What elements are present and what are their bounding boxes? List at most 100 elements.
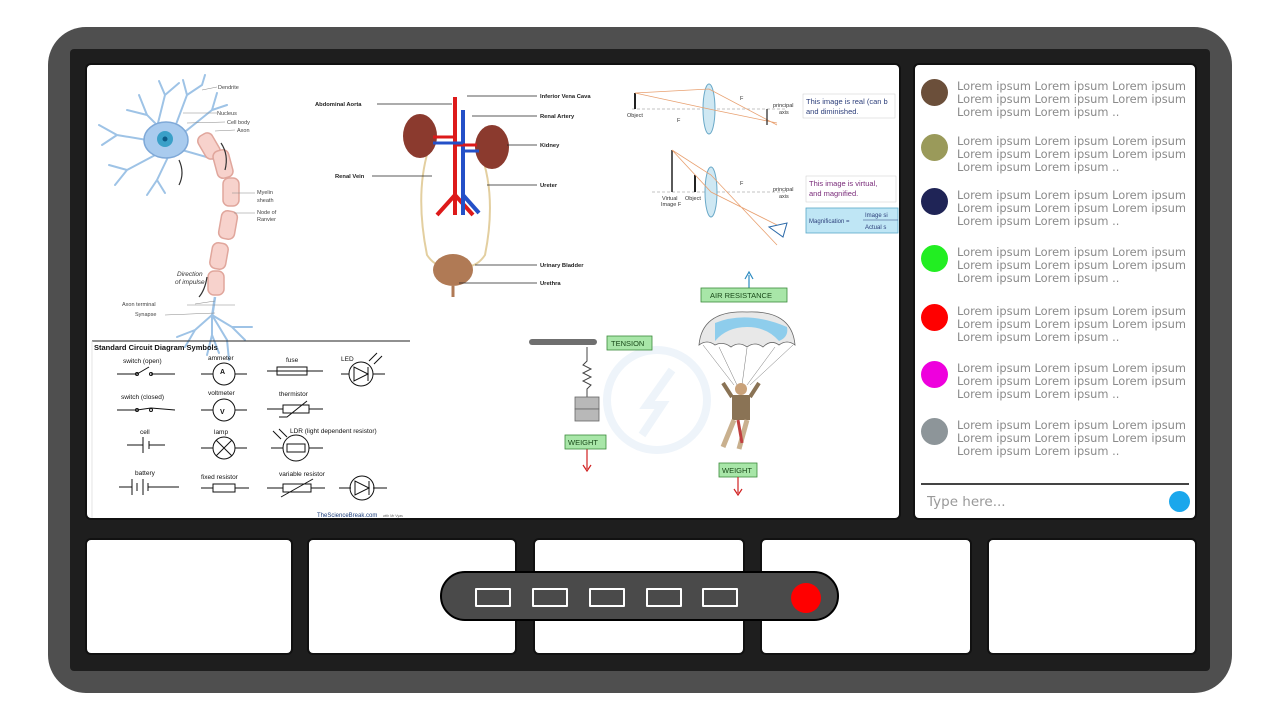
- neuron-label-myelin: Myelin: [257, 190, 273, 196]
- avatar[interactable]: [921, 79, 948, 106]
- avatar[interactable]: [921, 418, 948, 445]
- ammeter-letter-a: A: [220, 369, 225, 376]
- circuit-symbols-diagram: Standard Circuit Diagram Symbols: [91, 340, 410, 519]
- circuit-label-lamp: lamp: [214, 429, 228, 436]
- control-button-5[interactable]: [702, 588, 738, 607]
- circuit-credit-small: with Mr Vyas: [383, 514, 403, 518]
- lens-note-virtual-2: and magnified.: [809, 189, 858, 198]
- lens-label-image-f: Image F: [661, 202, 682, 208]
- lens-label-f2: F: [740, 96, 744, 102]
- chat-message-text: Lorem ipsum Lorem ipsum Lorem ipsum Lore…: [957, 79, 1186, 119]
- kidney-label-urinary-bladder: Urinary Bladder: [540, 263, 584, 269]
- avatar[interactable]: [921, 134, 948, 161]
- neuron-label-axon: Axon: [237, 128, 250, 134]
- chat-message: Lorem ipsum Lorem ipsum Lorem ipsum Lore…: [921, 126, 1193, 174]
- forces-diagram: TENSION WEIGHT AIR RESISTANCE WEIGHT: [529, 270, 796, 497]
- lens-label-object-top: Object: [627, 113, 643, 119]
- lens-label-axis-2: axis: [779, 194, 789, 200]
- chat-message-text: Lorem ipsum Lorem ipsum Lorem ipsum Lore…: [957, 188, 1186, 228]
- kidney-label-ureter: Ureter: [540, 183, 558, 189]
- kidney-label-abdominal-aorta: Abdominal Aorta: [315, 102, 362, 108]
- chat-message: Lorem ipsum Lorem ipsum Lorem ipsum Lore…: [921, 410, 1193, 458]
- chat-message-text: Lorem ipsum Lorem ipsum Lorem ipsum Lore…: [957, 361, 1186, 401]
- lens-label-f1: F: [677, 118, 681, 124]
- chat-message: Lorem ipsum Lorem ipsum Lorem ipsum Lore…: [921, 71, 1193, 119]
- avatar[interactable]: [921, 304, 948, 331]
- neuron-label-axon-terminal: Axon terminal: [122, 302, 156, 308]
- chat-input[interactable]: [925, 489, 1155, 515]
- lens-label-object-bottom: Object: [685, 196, 701, 202]
- neuron-label-of-impulse: of impulse: [175, 279, 205, 286]
- lens-note-real-2: and diminished.: [806, 107, 859, 116]
- chat-message-text: Lorem ipsum Lorem ipsum Lorem ipsum Lore…: [957, 134, 1186, 174]
- chat-message-text: Lorem ipsum Lorem ipsum Lorem ipsum Lore…: [957, 245, 1186, 285]
- chat-message: Lorem ipsum Lorem ipsum Lorem ipsum Lore…: [921, 353, 1193, 401]
- control-button-3[interactable]: [589, 588, 625, 607]
- chat-message: Lorem ipsum Lorem ipsum Lorem ipsum Lore…: [921, 237, 1193, 285]
- circuit-title: Standard Circuit Diagram Symbols: [94, 343, 218, 352]
- record-button[interactable]: [791, 583, 821, 613]
- lens-label-axis-1: axis: [779, 110, 789, 116]
- avatar[interactable]: [921, 361, 948, 388]
- send-button[interactable]: [1169, 491, 1190, 512]
- neuron-label-sheath: sheath: [257, 198, 274, 204]
- participant-tile[interactable]: [987, 538, 1197, 655]
- kidney-label-renal-artery: Renal Artery: [540, 114, 575, 120]
- circuit-label-fuse: fuse: [286, 357, 299, 364]
- lens-note-real-1: This image is real (can b: [806, 97, 888, 106]
- circuit-label-led: LED: [341, 356, 354, 363]
- kidney-label-inferior-vena-cava: Inferior Vena Cava: [540, 94, 591, 100]
- force-label-weight-right: WEIGHT: [722, 466, 752, 475]
- neuron-label-ranvier: Ranvier: [257, 217, 276, 223]
- kidney-diagram: Abdominal Aorta Inferior Vena Cava Renal…: [315, 94, 591, 297]
- control-button-1[interactable]: [475, 588, 511, 607]
- chat-message-text: Lorem ipsum Lorem ipsum Lorem ipsum Lore…: [957, 304, 1186, 344]
- circuit-label-switch-closed: switch (closed): [121, 394, 164, 401]
- circuit-label-battery: battery: [135, 470, 156, 477]
- avatar[interactable]: [921, 245, 948, 272]
- neuron-label-cell-body: Cell body: [227, 120, 250, 126]
- circuit-credit: TheScienceBreak.com: [317, 513, 377, 519]
- neuron-label-node-of: Node of: [257, 210, 277, 216]
- chat-message: Lorem ipsum Lorem ipsum Lorem ipsum Lore…: [921, 296, 1193, 344]
- circuit-label-cell: cell: [140, 429, 150, 436]
- participant-tile[interactable]: [85, 538, 293, 655]
- circuit-label-variable-resistor: variable resistor: [279, 471, 326, 478]
- circuit-label-thermistor: thermistor: [279, 391, 309, 398]
- lens-label-f3: F: [740, 181, 744, 187]
- circuit-label-ammeter: ammeter: [208, 355, 234, 362]
- lens-diagram: Object F F principal axis This image is …: [627, 83, 899, 246]
- whiteboard-canvas: Dendrite Nucleus Cell body Axon Myelin s…: [91, 74, 899, 519]
- control-bar: [440, 571, 839, 621]
- lens-image-size: Image si: [865, 213, 888, 219]
- force-label-air-resistance: AIR RESISTANCE: [710, 291, 772, 300]
- chat-panel: Lorem ipsum Lorem ipsum Lorem ipsum Lore…: [913, 63, 1197, 520]
- lens-actual-size: Actual s: [865, 225, 886, 231]
- lens-label-virtual: Virtual: [662, 196, 678, 202]
- kidney-label-urethra: Urethra: [540, 281, 561, 287]
- lens-note-virtual-1: This image is virtual,: [809, 179, 877, 188]
- circuit-label-fixed-resistor: fixed resistor: [201, 474, 239, 481]
- lens-label-principal-2: principal: [773, 187, 793, 193]
- chat-message: Lorem ipsum Lorem ipsum Lorem ipsum Lore…: [921, 180, 1193, 228]
- neuron-diagram: Dendrite Nucleus Cell body Axon Myelin s…: [98, 74, 277, 361]
- chat-message-text: Lorem ipsum Lorem ipsum Lorem ipsum Lore…: [957, 418, 1186, 458]
- control-button-2[interactable]: [532, 588, 568, 607]
- avatar[interactable]: [921, 188, 948, 215]
- chat-input-divider: [921, 483, 1189, 485]
- force-label-tension: TENSION: [611, 339, 644, 348]
- kidney-label-kidney: Kidney: [540, 143, 560, 149]
- lens-magnification: Magnification =: [809, 219, 850, 225]
- force-label-weight-left: WEIGHT: [568, 438, 598, 447]
- lens-label-principal-1: principal: [773, 103, 793, 109]
- whiteboard[interactable]: Dendrite Nucleus Cell body Axon Myelin s…: [85, 63, 901, 520]
- voltmeter-letter-v: V: [220, 409, 225, 416]
- kidney-label-renal-vein: Renal Vein: [335, 174, 365, 180]
- neuron-label-direction: Direction: [177, 271, 203, 278]
- neuron-label-nucleus: Nucleus: [217, 111, 237, 117]
- control-button-4[interactable]: [646, 588, 682, 607]
- neuron-label-dendrite: Dendrite: [218, 85, 239, 91]
- circuit-label-ldr: LDR (light dependent resistor): [290, 428, 377, 435]
- circuit-label-voltmeter: voltmeter: [208, 390, 236, 397]
- neuron-label-synapse: Synapse: [135, 312, 156, 318]
